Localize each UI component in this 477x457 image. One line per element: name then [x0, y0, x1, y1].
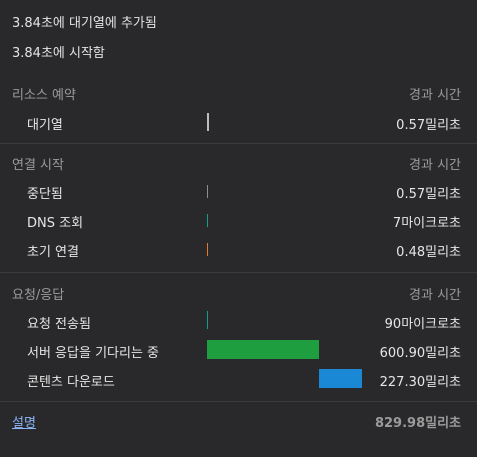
- divider: [0, 143, 477, 144]
- total-time-value: 829.98밀리초: [374, 416, 461, 431]
- row-content-download-value: 227.30밀리초: [379, 375, 461, 390]
- row-waiting-server-response-bar: [207, 340, 319, 359]
- row-waiting-server-response-value: 600.90밀리초: [379, 346, 461, 361]
- row-dns-lookup-label: DNS 조회: [27, 216, 84, 231]
- section-request-response-label: 요청/응답: [12, 288, 65, 303]
- divider: [0, 272, 477, 273]
- queued-at-text: 3.84초에 대기열에 추가됨: [12, 16, 157, 31]
- row-request-sent-value: 90마이크로초: [384, 317, 461, 332]
- row-content-download-bar: [319, 369, 362, 388]
- row-queueing-bar: [207, 113, 209, 131]
- section-resource-scheduling-label: 리소스 예약: [12, 88, 76, 103]
- started-at-text: 3.84초에 시작함: [12, 46, 105, 61]
- row-request-sent-label: 요청 전송됨: [27, 317, 91, 332]
- row-stalled-label: 중단됨: [27, 187, 63, 202]
- elapsed-time-header: 경과 시간: [409, 288, 461, 303]
- elapsed-time-header: 경과 시간: [409, 158, 461, 173]
- row-dns-lookup-bar: [207, 214, 208, 227]
- divider: [0, 401, 477, 402]
- row-initial-connection-label: 초기 연결: [27, 245, 79, 260]
- row-dns-lookup-value: 7마이크로초: [392, 216, 461, 231]
- row-stalled-value: 0.57밀리초: [396, 187, 461, 202]
- row-stalled-bar: [207, 185, 208, 198]
- explanation-link[interactable]: 설명: [12, 416, 36, 431]
- row-queueing-value: 0.57밀리초: [396, 118, 461, 133]
- row-queueing-label: 대기열: [27, 118, 63, 133]
- row-request-sent-bar: [207, 311, 208, 329]
- elapsed-time-header: 경과 시간: [409, 88, 461, 103]
- row-initial-connection-bar: [207, 243, 208, 256]
- row-waiting-server-response-label: 서버 응답을 기다리는 중: [27, 346, 159, 361]
- row-initial-connection-value: 0.48밀리초: [396, 245, 461, 260]
- section-connection-start-label: 연결 시작: [12, 158, 64, 173]
- row-content-download-label: 콘텐츠 다운로드: [27, 375, 115, 390]
